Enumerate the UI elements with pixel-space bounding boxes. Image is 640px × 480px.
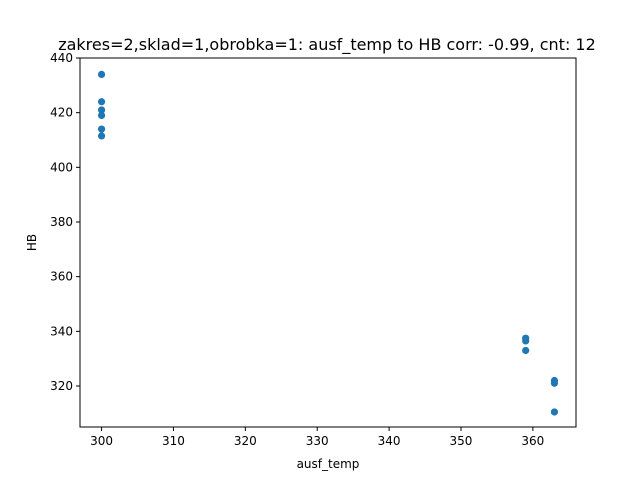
x-tick-label: 310: [162, 434, 185, 448]
x-tick-label: 360: [521, 434, 544, 448]
y-tick-label: 400: [50, 160, 73, 174]
x-tick-label: 350: [450, 434, 473, 448]
y-axis-label: HB: [25, 234, 39, 251]
data-point: [97, 132, 106, 140]
x-tick-label: 300: [90, 434, 113, 448]
y-tick-label: 360: [50, 270, 73, 284]
x-axis-label: ausf_temp: [297, 457, 360, 471]
data-point: [550, 379, 559, 387]
data-point: [97, 98, 106, 106]
data-point: [550, 408, 559, 416]
y-tick-label: 320: [50, 379, 73, 393]
x-tick-label: 320: [234, 434, 257, 448]
x-tick-label: 330: [306, 434, 329, 448]
data-point: [522, 346, 530, 355]
data-point: [97, 111, 106, 119]
y-tick-label: 380: [50, 215, 73, 229]
data-point: [522, 337, 530, 345]
x-tick-label: 340: [378, 434, 401, 448]
data-point: [97, 106, 106, 114]
plot-frame: [79, 57, 577, 428]
y-tick-label: 420: [50, 106, 73, 120]
chart-title: zakres=2,sklad=1,obrobka=1: ausf_temp to…: [58, 35, 596, 55]
data-points: [97, 70, 559, 416]
y-tick-label: 440: [50, 51, 73, 65]
y-tick-label: 340: [50, 324, 73, 338]
data-point: [97, 125, 106, 133]
data-point: [97, 70, 106, 78]
tick-marks: 300 310 320 330 340 350 360 320 340 360 380 400 420 4…: [50, 51, 544, 448]
